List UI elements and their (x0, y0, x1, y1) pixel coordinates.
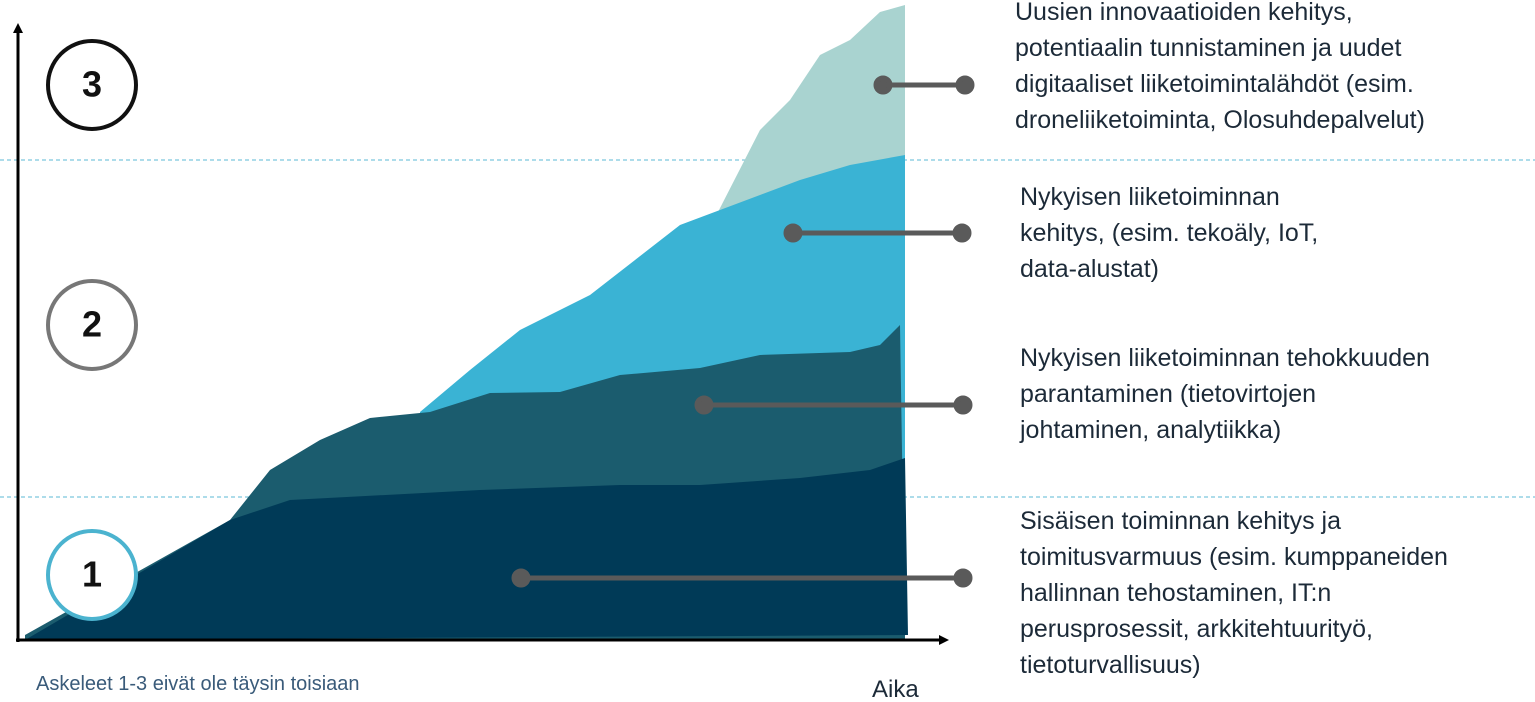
step-description: digitaaliset liiketoimintalähdöt (esim. (1015, 70, 1414, 98)
step-description: Uusien innovaatioiden kehitys, (1015, 0, 1353, 26)
connectors (511, 75, 975, 588)
footnote: Askeleet 1-3 eivät ole täysin toisiaan (36, 673, 360, 695)
step-number: 3 (82, 64, 102, 105)
step-description: toimitusvarmuus (esim. kumppaneiden (1020, 543, 1448, 571)
step-description: parantaminen (tietovirtojen (1020, 380, 1316, 408)
step-circle (46, 529, 138, 621)
step-description: potentiaalin tunnistaminen ja uudet (1015, 34, 1401, 62)
area-internal (25, 458, 908, 640)
step-description: Nykyisen liiketoiminnan (1020, 183, 1280, 211)
step-number: 2 (82, 304, 102, 345)
x-axis-label: Aika (872, 676, 919, 702)
step-description: droneliiketoiminta, Olosuhdepalvelut) (1015, 106, 1425, 134)
step-circle (46, 279, 138, 371)
step-circle (46, 39, 138, 131)
step-description: tietoturvallisuus) (1020, 651, 1201, 679)
step-description: Sisäisen toiminnan kehitys ja (1020, 507, 1341, 535)
step-description: johtaminen, analytiikka) (1019, 416, 1281, 444)
step-description: kehitys, (esim. tekoäly, IoT, (1020, 219, 1318, 247)
step-description: data-alustat) (1020, 255, 1159, 283)
step-description: perusprosessit, arkkitehtuurityö, (1020, 615, 1373, 643)
step-description: Nykyisen liiketoiminnan tehokkuuden (1020, 344, 1430, 372)
step-description: hallinnan tehostaminen, IT:n (1020, 579, 1331, 607)
step-number: 1 (82, 554, 102, 595)
